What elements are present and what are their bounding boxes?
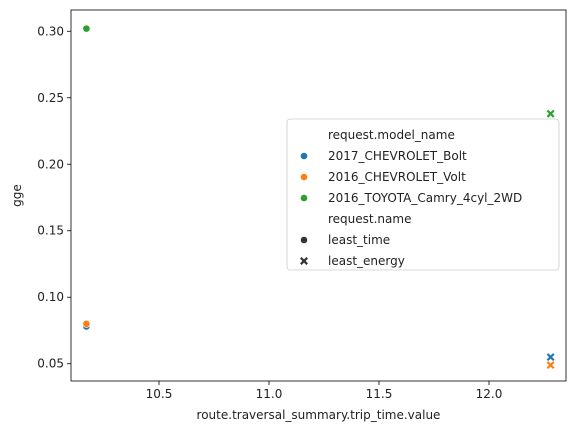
legend-title: request.name <box>328 212 411 226</box>
legend-label: 2017_CHEVROLET_Bolt <box>328 149 467 163</box>
y-tick-label: 0.05 <box>37 357 64 371</box>
y-tick-label: 0.30 <box>37 24 64 38</box>
legend-marker <box>300 257 308 265</box>
data-point-2016-chevrolet-volt-least-energy <box>546 361 555 370</box>
plot-frame <box>70 9 567 382</box>
y-tick-label: 0.15 <box>37 224 64 238</box>
legend-marker <box>300 194 308 202</box>
data-point-2016-chevrolet-volt-least-time <box>82 319 91 328</box>
legend-label: 2016_TOYOTA_Camry_4cyl_2WD <box>328 191 522 205</box>
legend-marker <box>300 236 308 244</box>
y-tick-label: 0.20 <box>37 157 64 171</box>
legend-label: least_time <box>328 233 390 247</box>
y-tick-label: 0.10 <box>37 290 64 304</box>
legend-label: 2016_CHEVROLET_Volt <box>328 170 466 184</box>
x-tick-label: 11.5 <box>366 387 393 401</box>
legend: request.model_name 2017_CHEVROLET_Bolt 201… <box>286 118 560 271</box>
x-tick-label: 12.0 <box>476 387 503 401</box>
legend-marker <box>300 152 308 160</box>
x-axis-label: route.traversal_summary.trip_time.value <box>197 408 441 422</box>
x-axis: 10.5 11.0 11.5 12.0 <box>146 381 503 401</box>
legend-label: least_energy <box>328 254 405 268</box>
data-point-2017-chevrolet-bolt-least-energy <box>546 353 555 362</box>
y-tick-label: 0.25 <box>37 91 64 105</box>
legend-marker <box>300 173 308 181</box>
data-point-2016-toyota-camry-4cyl-2wd-least-time <box>82 24 91 33</box>
data-point-2016-toyota-camry-4cyl-2wd-least-energy <box>546 109 555 118</box>
legend-box <box>286 118 560 271</box>
x-tick-label: 11.0 <box>256 387 283 401</box>
y-axis: 0.05 0.10 0.15 0.20 0.25 0.30 <box>37 24 71 371</box>
x-tick-label: 10.5 <box>146 387 173 401</box>
data-points <box>82 24 555 370</box>
legend-title: request.model_name <box>328 128 455 142</box>
y-axis-label: gge <box>10 184 24 207</box>
